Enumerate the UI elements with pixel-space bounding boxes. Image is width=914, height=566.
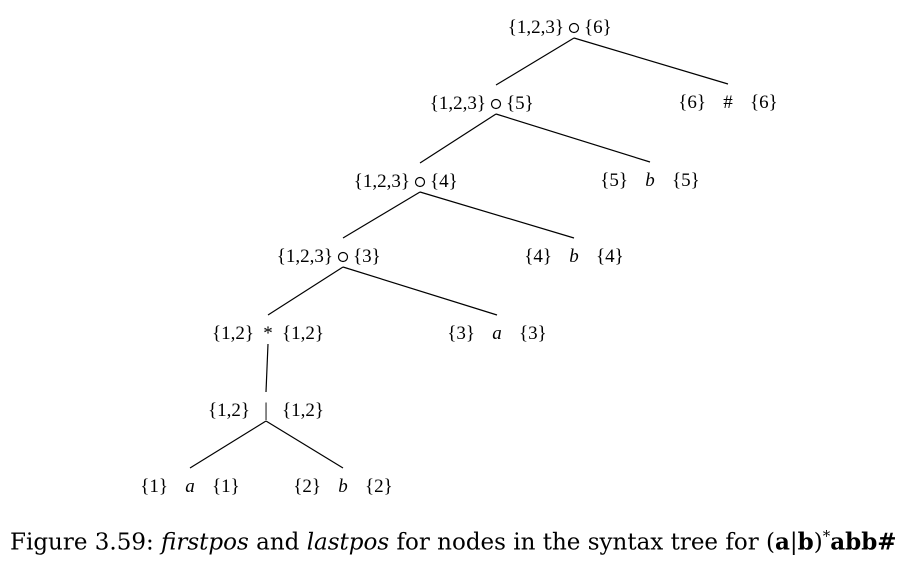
node-symbol-b5: b <box>645 170 655 191</box>
tree-edges <box>189 37 729 469</box>
edge-or-b2 <box>265 420 344 469</box>
firstpos-label-cat3: {1,2,3} <box>354 171 410 192</box>
lastpos-label-cat4: {5} <box>506 93 534 114</box>
edge-cat3-cat2 <box>342 191 421 239</box>
caption-term-firstpos: firstpos <box>161 529 249 556</box>
lastpos-label-star: {1,2} <box>282 323 324 344</box>
edge-cat5-cat4 <box>495 37 575 86</box>
lastpos-label-b2: {2} <box>365 476 393 497</box>
tree-node-cat2: {1,2,3} {3} <box>277 246 381 267</box>
edge-cat3-b4 <box>419 191 575 239</box>
caption-and: and <box>248 529 307 556</box>
lastpos-label-a1: {1} <box>212 476 240 497</box>
figure-caption: Figure 3.59: firstpos and lastpos for no… <box>10 527 910 556</box>
lastpos-label-or: {1,2} <box>282 400 324 421</box>
caption-regex-star: * <box>822 527 831 545</box>
lastpos-label-cat3: {4} <box>430 171 458 192</box>
firstpos-label-a3: {3} <box>447 323 475 344</box>
caption-prefix: Figure 3.59: <box>10 529 162 556</box>
caption-middle: for nodes in the syntax tree for <box>389 529 767 556</box>
edge-cat2-a3 <box>342 266 498 316</box>
tree-node-hash6: {6} # {6} <box>678 92 778 113</box>
tree-node-cat4: {1,2,3} {5} <box>430 93 534 114</box>
node-symbol-b2: b <box>338 476 348 497</box>
edge-star-or <box>265 343 269 393</box>
edge-or-a1 <box>189 420 267 469</box>
edge-cat4-b5 <box>495 113 651 163</box>
tree-nodes: {1,2,3} {6} {1,2,3} {5} {6} # {6} {1,2,3} {4} {5}… <box>140 17 778 497</box>
caption-regex-b: b <box>797 528 814 556</box>
lastpos-label-hash6: {6} <box>750 92 778 113</box>
firstpos-label-b2: {2} <box>293 476 321 497</box>
tree-node-cat3: {1,2,3} {4} <box>354 171 458 192</box>
caption-regex-a: a <box>775 528 790 556</box>
caption-regex-bar: | <box>789 529 798 556</box>
node-symbol-a1: a <box>185 476 195 497</box>
syntax-tree: {1,2,3} {6} {1,2,3} {5} {6} # {6} {1,2,3} {4} {5}… <box>140 17 778 497</box>
caption-regex-open: ( <box>766 529 775 556</box>
concat-node-icon <box>414 176 426 188</box>
lastpos-label-b5: {5} <box>672 170 700 191</box>
lastpos-label-a3: {3} <box>519 323 547 344</box>
firstpos-label-or: {1,2} <box>208 400 250 421</box>
lastpos-label-cat2: {3} <box>353 246 381 267</box>
tree-node-b5: {5} b {5} <box>600 170 700 191</box>
firstpos-label-hash6: {6} <box>678 92 706 113</box>
firstpos-label-star: {1,2} <box>212 323 254 344</box>
tree-node-a3: {3} a {3} <box>447 323 547 344</box>
tree-node-b4: {4} b {4} <box>524 246 624 267</box>
caption-term-lastpos: lastpos <box>306 529 390 556</box>
caption-regex-tail: abb# <box>830 528 897 556</box>
edge-cat4-cat3 <box>419 113 497 164</box>
caption-regex-close: ) <box>813 529 823 556</box>
firstpos-label-a1: {1} <box>140 476 168 497</box>
node-symbol-star: * <box>263 323 273 344</box>
tree-node-a1: {1} a {1} <box>140 476 240 497</box>
tree-node-b2: {2} b {2} <box>293 476 393 497</box>
tree-node-cat5: {1,2,3} {6} <box>508 17 612 38</box>
firstpos-label-b4: {4} <box>524 246 552 267</box>
lastpos-label-b4: {4} <box>596 246 624 267</box>
concat-node-icon <box>568 22 580 34</box>
node-symbol-hash6: # <box>723 92 733 113</box>
concat-node-icon <box>490 98 502 110</box>
firstpos-label-b5: {5} <box>600 170 628 191</box>
node-symbol-a3: a <box>492 323 502 344</box>
edge-cat5-hash6 <box>573 37 729 85</box>
firstpos-label-cat4: {1,2,3} <box>430 93 486 114</box>
edge-cat2-star <box>267 266 344 316</box>
firstpos-label-cat2: {1,2,3} <box>277 246 333 267</box>
firstpos-label-cat5: {1,2,3} <box>508 17 564 38</box>
concat-node-icon <box>337 251 349 263</box>
tree-node-star: {1,2} * {1,2} <box>212 323 324 344</box>
lastpos-label-cat5: {6} <box>584 17 612 38</box>
tree-node-or: {1,2} | {1,2} <box>208 400 324 421</box>
node-symbol-or: | <box>264 400 268 421</box>
node-symbol-b4: b <box>569 246 579 267</box>
